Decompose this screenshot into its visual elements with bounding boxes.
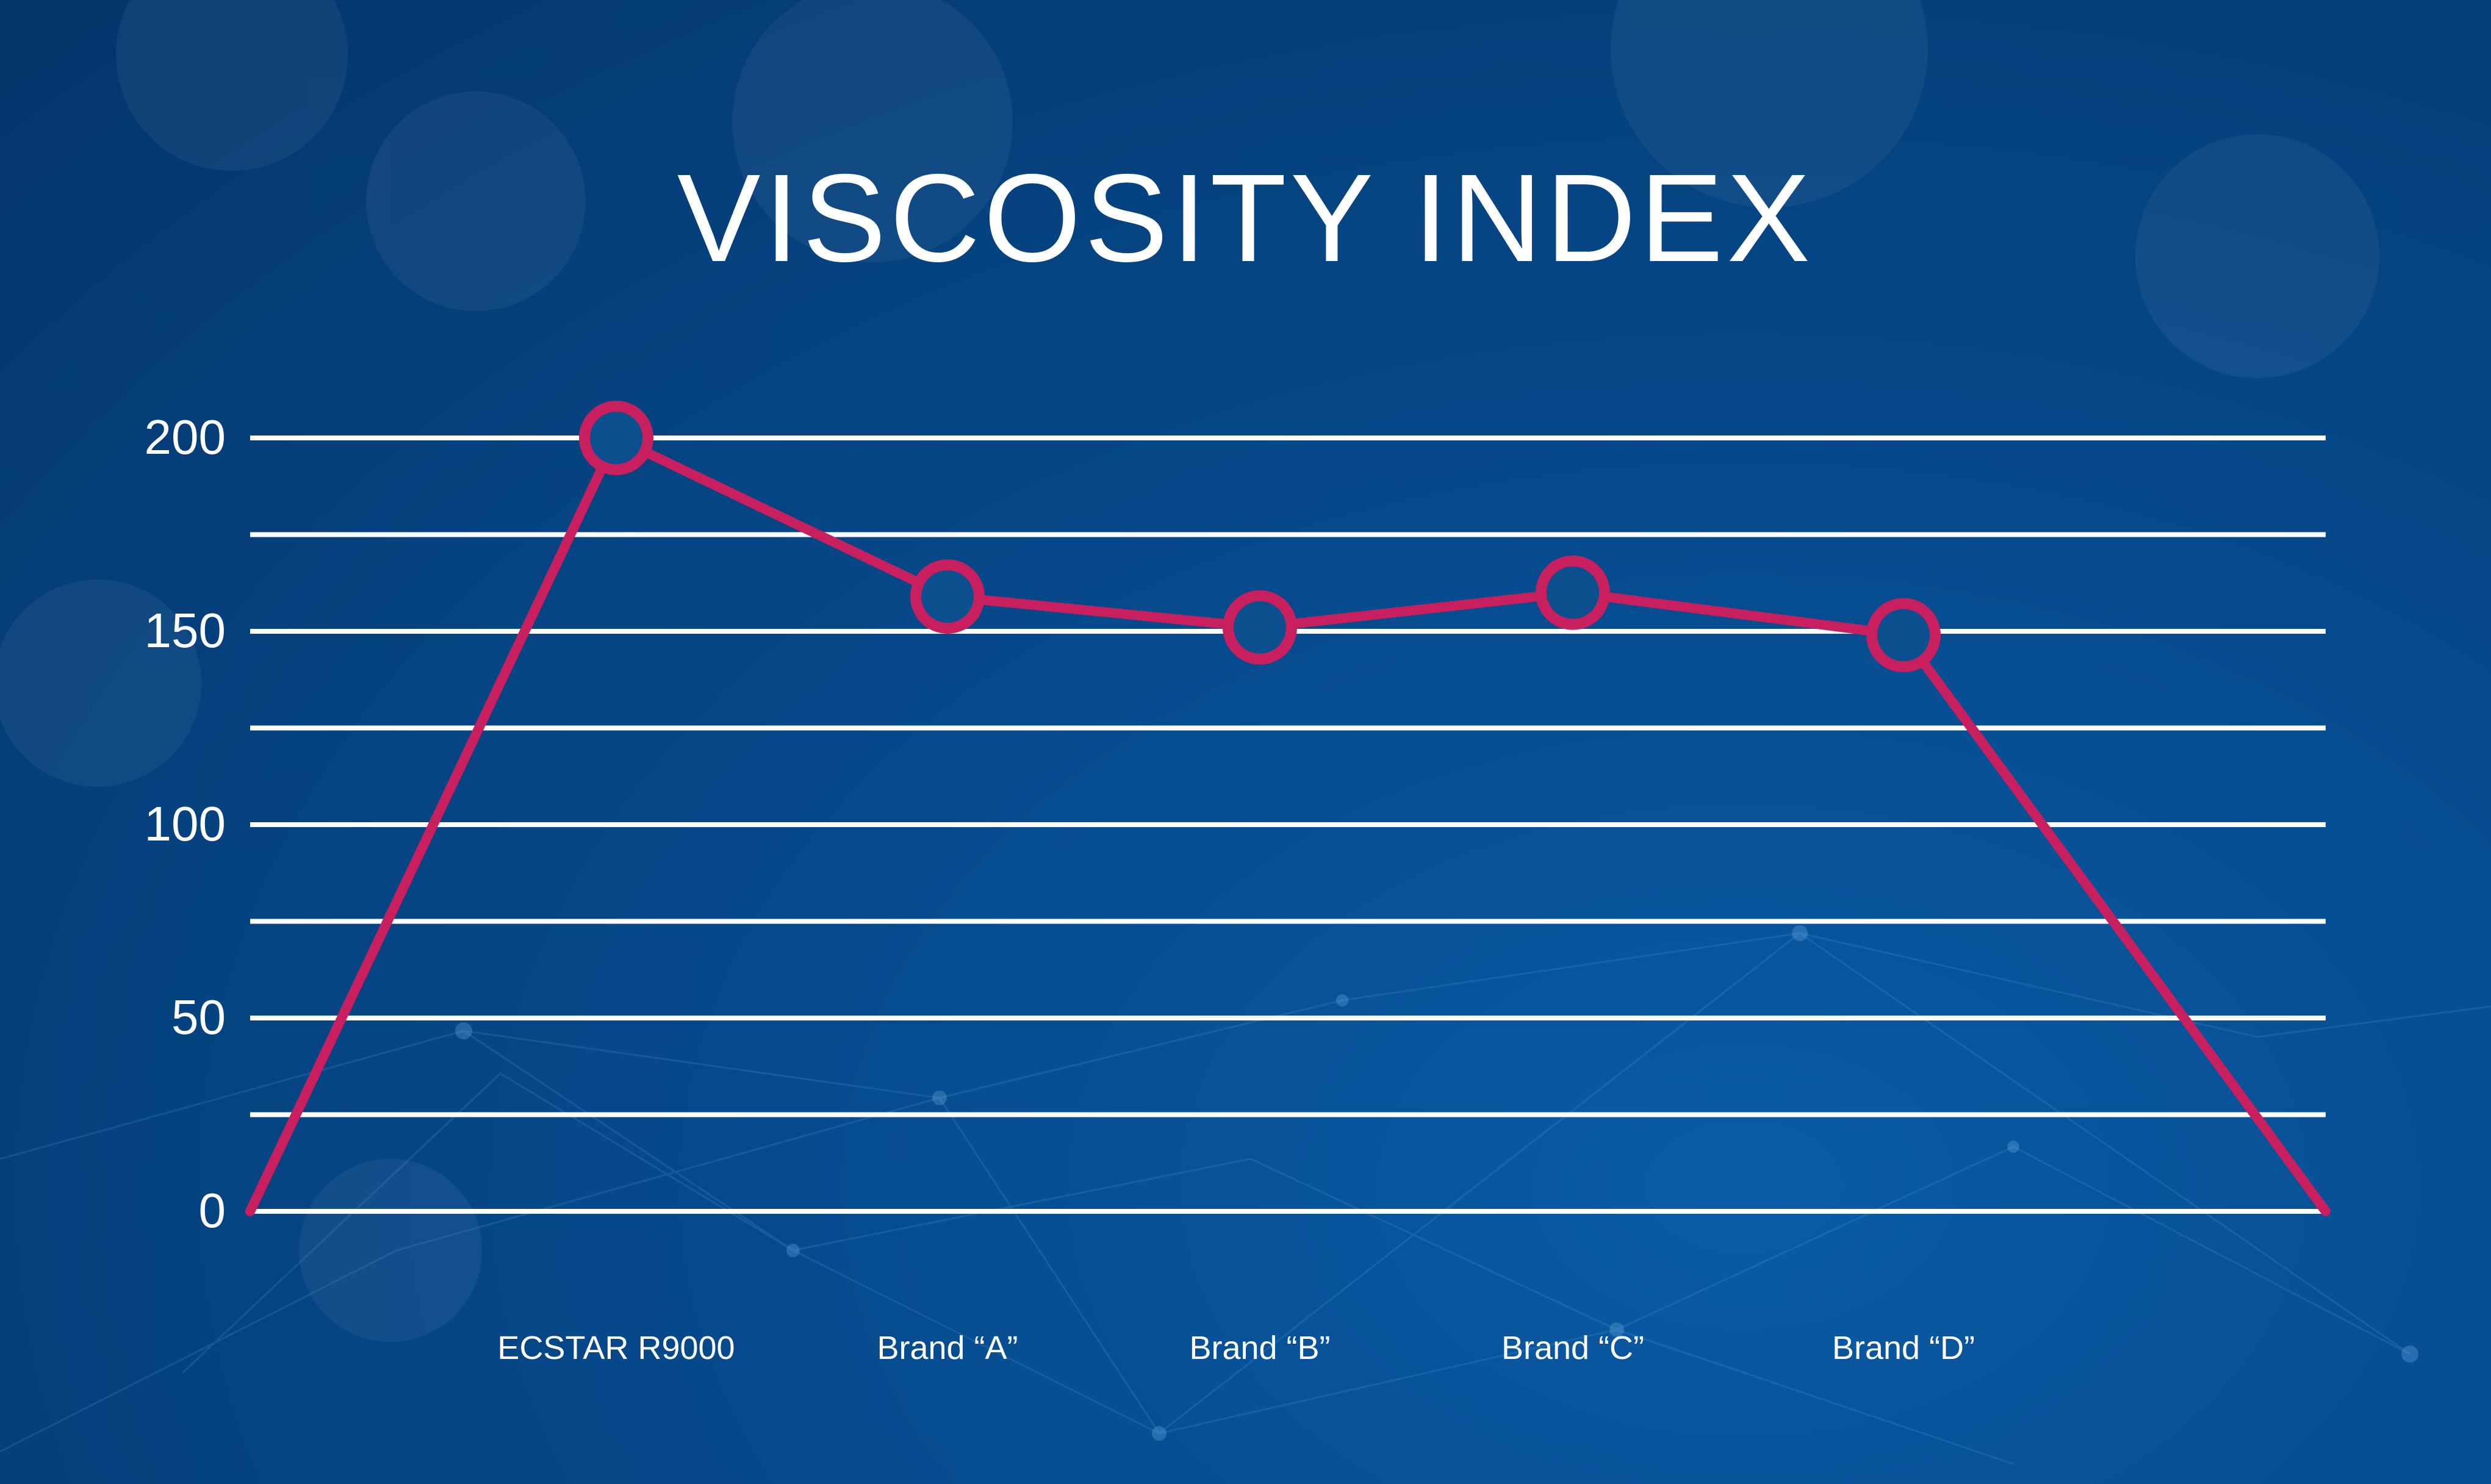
data-point: [910, 559, 985, 634]
chart-title: VISCOSITY INDEX: [677, 148, 1814, 288]
data-point: [1536, 555, 1610, 630]
y-tick-label: 200: [145, 410, 226, 464]
x-tick-label: Brand “D”: [1832, 1330, 1975, 1366]
x-tick-label: Brand “B”: [1189, 1330, 1330, 1366]
y-tick-label: 100: [145, 797, 226, 851]
x-tick-label: Brand “C”: [1501, 1330, 1644, 1366]
y-tick-label: 50: [171, 990, 226, 1044]
data-point: [579, 401, 653, 475]
data-point: [1866, 598, 1941, 673]
data-point: [1223, 590, 1297, 665]
x-tick-label: Brand “A”: [877, 1330, 1018, 1366]
x-tick-label: ECSTAR R9000: [497, 1330, 735, 1366]
y-tick-label: 0: [199, 1183, 226, 1238]
y-tick-label: 150: [145, 603, 226, 658]
